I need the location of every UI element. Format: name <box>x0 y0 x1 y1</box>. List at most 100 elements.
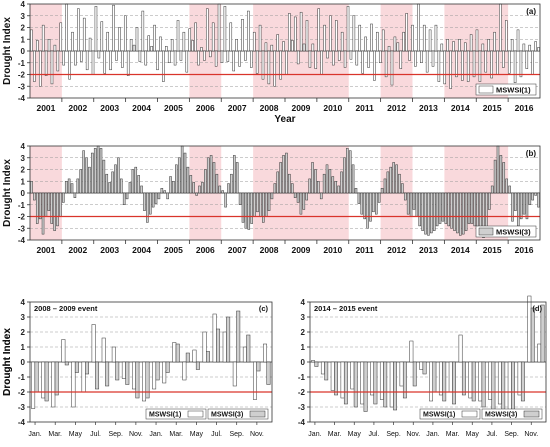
bar <box>135 361 140 399</box>
bar <box>238 50 241 67</box>
y-tick-label: -3 <box>18 82 26 91</box>
bar <box>386 171 390 194</box>
bar <box>461 50 464 81</box>
bar <box>121 361 126 379</box>
y-tick-label: 0 <box>21 47 26 56</box>
x-tick-label: Jan. <box>28 431 41 438</box>
bar <box>293 192 297 198</box>
y-tick-label: 0 <box>21 189 26 198</box>
bar <box>427 192 430 236</box>
x-tick-label: May <box>466 431 480 438</box>
bar <box>247 10 250 52</box>
bar <box>357 192 361 204</box>
bar <box>180 145 184 194</box>
x-tick-label: 2003 <box>100 103 119 113</box>
bar <box>360 361 365 405</box>
legend-box <box>419 408 481 420</box>
legend-swatch <box>523 410 540 418</box>
bar <box>176 20 180 52</box>
bar <box>378 50 382 63</box>
bar <box>505 20 508 52</box>
bar <box>223 6 227 52</box>
bar <box>466 50 470 82</box>
bar <box>165 46 168 52</box>
bar <box>308 178 311 194</box>
bar <box>204 169 207 194</box>
bar <box>141 10 145 52</box>
bar <box>222 331 227 363</box>
bar <box>50 192 53 224</box>
bar <box>147 35 150 52</box>
bar <box>537 47 540 52</box>
bar <box>346 6 350 52</box>
bar <box>490 50 493 79</box>
bar <box>308 50 312 68</box>
bar <box>452 361 456 405</box>
bar <box>406 192 410 215</box>
bar <box>285 50 288 75</box>
bar <box>429 361 433 402</box>
bar <box>337 50 341 61</box>
bar <box>469 34 473 52</box>
bar <box>44 50 48 76</box>
bar <box>97 50 101 59</box>
bar <box>432 361 437 393</box>
bar <box>534 192 537 196</box>
bar <box>56 192 59 227</box>
bar <box>194 22 197 52</box>
bar <box>36 40 39 52</box>
bar <box>364 36 367 52</box>
y-tick-label: -1 <box>18 59 26 68</box>
bar <box>273 50 277 87</box>
legend-label: MSWSI(1) <box>149 412 181 419</box>
bar <box>105 173 109 194</box>
bar <box>88 166 91 194</box>
bar <box>70 183 74 194</box>
bar <box>38 192 42 220</box>
bar <box>53 44 57 52</box>
x-tick-label: Jan. <box>426 431 439 438</box>
bar <box>501 361 506 414</box>
bar <box>162 50 165 82</box>
bar <box>115 50 118 61</box>
x-tick-label: 2001 <box>36 103 55 113</box>
bar <box>175 343 180 363</box>
x-tick-label: Sep. <box>109 431 123 438</box>
bar <box>511 192 514 222</box>
bar <box>424 192 427 235</box>
panel-tag: (a) <box>526 7 536 16</box>
bar <box>513 50 517 83</box>
bar <box>218 185 222 194</box>
bar <box>211 22 215 52</box>
x-tick-label: 2008 <box>260 245 279 255</box>
bar <box>285 152 288 194</box>
bar <box>409 340 414 363</box>
bar <box>389 361 394 408</box>
bar <box>95 361 100 390</box>
bar <box>334 181 337 194</box>
y-tick-label: -1 <box>18 373 26 382</box>
bar <box>128 182 132 194</box>
event-title: 2014 – 2015 event <box>314 304 378 313</box>
x-tick-label: 2004 <box>132 245 151 255</box>
bar <box>340 171 343 194</box>
y-tick-label: 2 <box>21 328 26 337</box>
bar <box>100 21 104 52</box>
bar <box>440 43 444 52</box>
bar <box>383 361 388 408</box>
bar <box>236 310 241 363</box>
y-tick-label: 2 <box>21 166 26 175</box>
bar <box>430 192 433 234</box>
x-tick-label: 2004 <box>132 103 151 113</box>
bar <box>82 150 85 194</box>
bar <box>85 50 89 71</box>
bar <box>376 31 379 52</box>
legend-box <box>475 225 537 238</box>
bar <box>167 50 171 63</box>
bar <box>508 185 511 194</box>
panel-tag: (c) <box>259 304 269 313</box>
bar <box>417 3 420 52</box>
x-tick-label: 2007 <box>228 245 247 255</box>
y-tick-label: -3 <box>298 403 306 412</box>
bar <box>537 343 542 363</box>
